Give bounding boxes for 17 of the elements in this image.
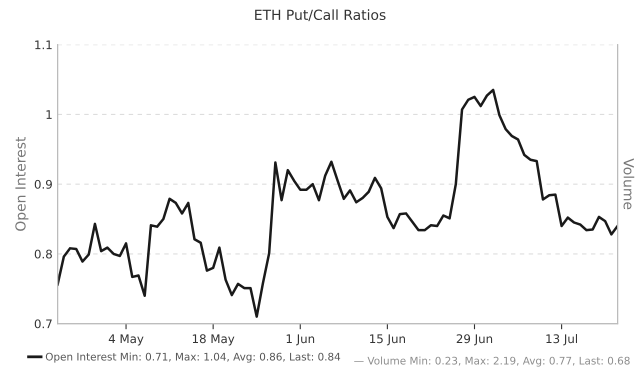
y-axis-title: Open Interest: [15, 136, 28, 231]
x-tick-label: 1 Jun: [286, 334, 314, 346]
y-tick-label: 0.9: [34, 180, 52, 189]
x-tick-label: 4 May: [108, 334, 144, 346]
y2-axis-title: Volume: [624, 158, 634, 210]
line-series: [58, 88, 618, 318]
y-tick-label: 0.7: [34, 319, 52, 328]
x-tick-label: 13 Jul: [546, 334, 577, 346]
x-tick-label: 15 Jun: [370, 334, 405, 346]
chart-title: ETH Put/Call Ratios: [255, 9, 386, 22]
y-tick-label: 0.8: [34, 250, 52, 259]
y-tick-label: 1: [46, 110, 52, 119]
text: — Volume Min: 0.23, Max: 2.19, Avg: 0.77, Last: 0.68: [354, 356, 630, 367]
x-tick-label: 29 Jun: [456, 334, 492, 346]
legend-label: Open Interest Min: 0.71, Max: 1.04, Avg: 0.86, Last: 0.84: [46, 352, 340, 363]
y-tick-label: 1.1: [35, 40, 52, 50]
x-tick-label: 18 May: [192, 334, 234, 346]
